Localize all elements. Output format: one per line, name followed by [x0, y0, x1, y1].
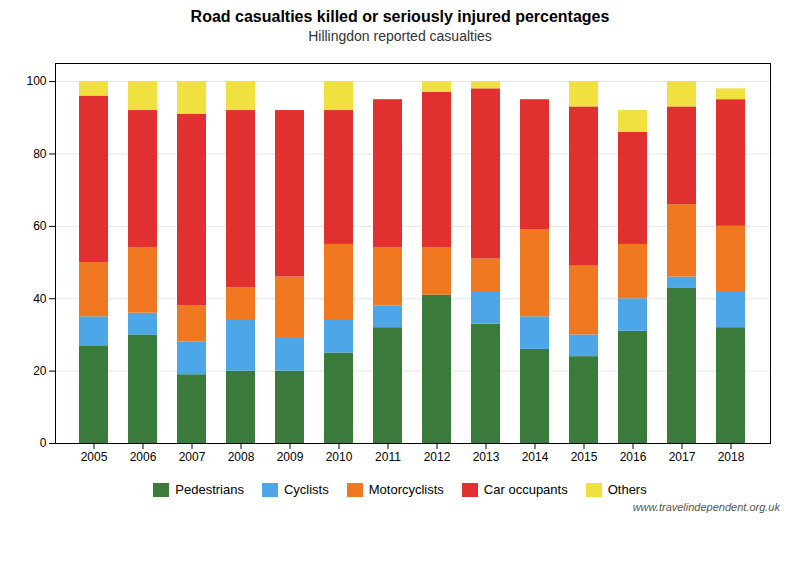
- svg-text:2012: 2012: [424, 450, 451, 464]
- html-text:Cyclists: Cyclists: [284, 482, 329, 497]
- svg-text:2014: 2014: [522, 450, 549, 464]
- svg-text:2013: 2013: [473, 450, 500, 464]
- svg-text:60: 60: [33, 219, 47, 233]
- svg-text:2011: 2011: [375, 450, 401, 464]
- svg-text:2017: 2017: [669, 450, 696, 464]
- svg-text:2006: 2006: [130, 450, 157, 464]
- html-text:Road casualties killed or seri: Road casualties killed or seriously inju…: [190, 8, 610, 25]
- svg-text:2016: 2016: [620, 450, 647, 464]
- svg-text:2008: 2008: [228, 450, 255, 464]
- svg-text:2007: 2007: [179, 450, 206, 464]
- html-text:Hillingdon reported casualties: Hillingdon reported casualties: [308, 28, 492, 44]
- svg-text:20: 20: [33, 364, 47, 378]
- svg-text:80: 80: [33, 147, 47, 161]
- svg-text:2015: 2015: [571, 450, 598, 464]
- svg-text:0: 0: [40, 436, 47, 450]
- html-text:Pedestrians: Pedestrians: [175, 482, 244, 497]
- svg-text:2005: 2005: [81, 450, 108, 464]
- svg-text:2009: 2009: [277, 450, 304, 464]
- svg-text:100: 100: [26, 74, 46, 88]
- svg-text:2018: 2018: [718, 450, 745, 464]
- html-text:Car occupants: Car occupants: [483, 482, 568, 497]
- html-text:Motorcyclists: Motorcyclists: [368, 482, 444, 497]
- html-text:Others: Others: [607, 482, 647, 497]
- svg-text:40: 40: [33, 292, 47, 306]
- svg-text:2010: 2010: [326, 450, 353, 464]
- html-text:www.travelindependent.org.uk: www.travelindependent.org.uk: [632, 501, 780, 513]
